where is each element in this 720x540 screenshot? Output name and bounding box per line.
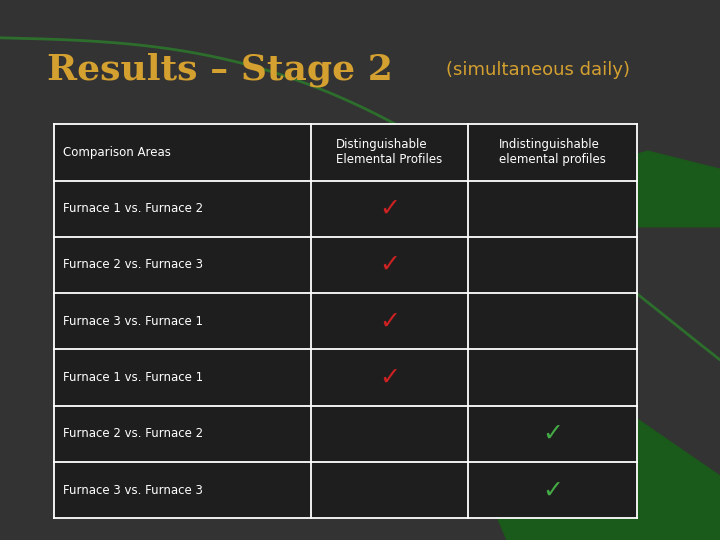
Text: ✓: ✓ — [379, 309, 400, 333]
Text: Furnace 3 vs. Furnace 3: Furnace 3 vs. Furnace 3 — [63, 484, 202, 497]
Text: Furnace 3 vs. Furnace 1: Furnace 3 vs. Furnace 1 — [63, 315, 202, 328]
Text: Furnace 1 vs. Furnace 2: Furnace 1 vs. Furnace 2 — [63, 202, 203, 215]
Text: Furnace 2 vs. Furnace 2: Furnace 2 vs. Furnace 2 — [63, 428, 203, 441]
Polygon shape — [360, 151, 720, 227]
Bar — [54, 124, 637, 518]
Polygon shape — [382, 243, 720, 540]
Text: ✓: ✓ — [542, 422, 563, 446]
Text: Results – Stage 2: Results – Stage 2 — [47, 53, 392, 87]
Text: Furnace 2 vs. Furnace 3: Furnace 2 vs. Furnace 3 — [63, 259, 202, 272]
Text: Furnace 1 vs. Furnace 1: Furnace 1 vs. Furnace 1 — [63, 371, 203, 384]
Text: ✓: ✓ — [379, 366, 400, 390]
Text: (simultaneous daily): (simultaneous daily) — [446, 61, 631, 79]
Text: ✓: ✓ — [379, 253, 400, 277]
Text: Indistinguishable
elemental profiles: Indistinguishable elemental profiles — [499, 138, 606, 166]
Text: Comparison Areas: Comparison Areas — [63, 146, 171, 159]
Text: ✓: ✓ — [379, 197, 400, 221]
Text: Distinguishable
Elemental Profiles: Distinguishable Elemental Profiles — [336, 138, 443, 166]
Text: ✓: ✓ — [542, 478, 563, 502]
